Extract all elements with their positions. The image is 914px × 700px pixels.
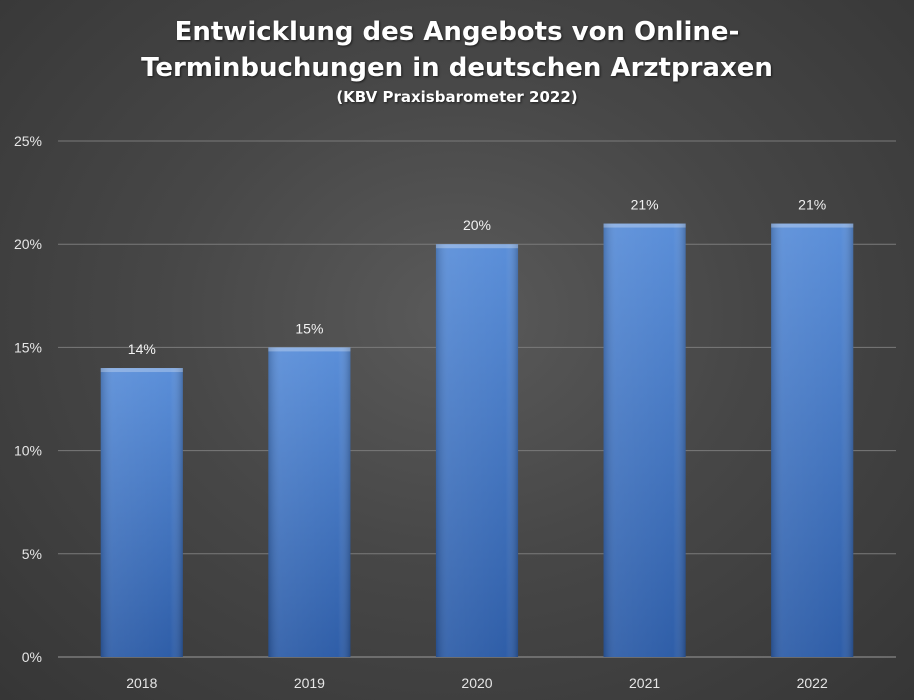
bar-shading — [771, 223, 854, 657]
bar-top-highlight — [435, 244, 519, 249]
data-labels: 14% 15% 20% 21% 21% — [128, 197, 826, 357]
y-tick-label: 20% — [14, 236, 42, 252]
bar-shading — [435, 244, 519, 657]
y-tick-label: 0% — [22, 649, 42, 665]
bars — [100, 223, 854, 657]
bar-top-highlight — [100, 368, 183, 373]
data-label: 21% — [631, 197, 659, 213]
chart-title-line-2: Terminbuchungen in deutschen Arztpraxen — [141, 53, 773, 83]
bar-shading — [100, 368, 183, 657]
bar-shading — [603, 223, 686, 657]
data-label: 20% — [463, 217, 491, 233]
chart-title-line-1: Entwicklung des Angebots von Online- — [174, 17, 740, 47]
x-tick-label: 2018 — [126, 675, 157, 691]
y-tick-label: 5% — [22, 546, 42, 562]
y-axis-tick-labels: 0% 5% 10% 15% 20% 25% — [14, 133, 42, 665]
x-tick-label: 2019 — [294, 675, 325, 691]
x-tick-label: 2021 — [629, 675, 660, 691]
bar-top-highlight — [771, 223, 854, 228]
chart-title-block: Entwicklung des Angebots von Online- Ter… — [0, 14, 914, 108]
x-axis-tick-labels: 2018 2019 2020 2021 2022 — [126, 675, 828, 691]
data-label: 21% — [798, 197, 826, 213]
bar-shading — [268, 347, 351, 657]
data-label: 15% — [295, 320, 323, 336]
y-tick-label: 25% — [14, 133, 42, 149]
bar-top-highlight — [603, 223, 686, 228]
x-tick-label: 2020 — [461, 675, 492, 691]
bar-top-highlight — [268, 347, 351, 352]
data-label: 14% — [128, 341, 156, 357]
y-tick-label: 15% — [14, 339, 42, 355]
y-tick-label: 10% — [14, 443, 42, 459]
x-tick-label: 2022 — [797, 675, 828, 691]
chart-subtitle: (KBV Praxisbarometer 2022) — [336, 88, 578, 106]
